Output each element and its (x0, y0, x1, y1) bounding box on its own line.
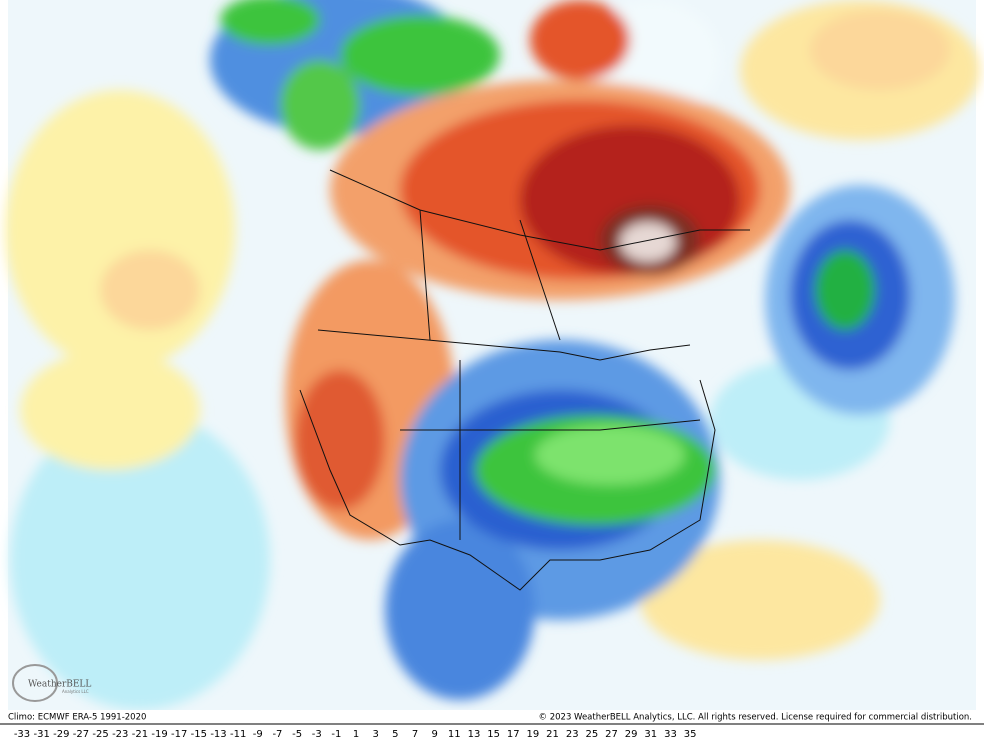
scale-label: -13 (210, 729, 226, 738)
anomaly-region (100, 250, 200, 330)
scale-label: -11 (230, 729, 246, 738)
scale-label: -21 (132, 729, 148, 738)
scale-label: -25 (92, 729, 108, 738)
anomaly-region (20, 350, 200, 470)
anomaly-region (535, 425, 685, 485)
scale-label: 17 (507, 729, 520, 738)
anomaly-region (640, 540, 880, 660)
anomaly-region (295, 370, 385, 510)
border-line (317, 329, 691, 361)
scale-label: -3 (312, 729, 322, 738)
scale-label: 9 (431, 729, 437, 738)
anomaly-region (10, 410, 270, 710)
anomaly-region (810, 10, 950, 90)
copyright: © 2023 WeatherBELL Analytics, LLC. All r… (539, 713, 972, 723)
anomaly-region (340, 15, 500, 95)
scale-label: -33 (14, 729, 30, 738)
scale-label: 7 (412, 729, 418, 738)
scale-label: 23 (566, 729, 579, 738)
anomaly-fields (5, 0, 980, 710)
scale-label: -19 (151, 729, 167, 738)
border-line (299, 379, 716, 591)
scale-label: -23 (112, 729, 128, 738)
logo: WeatherBELL Analytics LLC (12, 664, 91, 702)
border-line (400, 419, 701, 431)
scale-label: 27 (605, 729, 618, 738)
scale-label: 35 (684, 729, 697, 738)
anomaly-map (5, 0, 980, 710)
scale-label: -1 (331, 729, 341, 738)
scale-label: 29 (625, 729, 638, 738)
anomaly-region (280, 60, 360, 150)
anomaly-region (530, 0, 630, 80)
scale-label: -9 (253, 729, 263, 738)
border-line (419, 209, 431, 341)
scale-label: 5 (392, 729, 398, 738)
scale-label: 25 (585, 729, 598, 738)
logo-tagline: Analytics LLC (62, 689, 89, 694)
anomaly-region (220, 0, 320, 45)
logo-name: WeatherBELL (28, 680, 91, 690)
scale-label: -5 (292, 729, 302, 738)
scale-label: -27 (73, 729, 89, 738)
scale-label: -31 (33, 729, 49, 738)
scale-label: 1 (353, 729, 359, 738)
scale-label: 13 (468, 729, 481, 738)
scale-label: -29 (53, 729, 69, 738)
color-scale-labels: -33 -31 -29 -27 -25 -23 -21 -19 -17 -15 -13 -11 -9 -7… (14, 729, 697, 738)
boundaries (299, 169, 750, 591)
scale-label: -15 (191, 729, 207, 738)
climo-note: Climo: ECMWF ERA-5 1991-2020 (8, 713, 146, 723)
logo-mark (12, 664, 58, 702)
scale-label: 33 (664, 729, 677, 738)
border-line (329, 169, 750, 251)
anomaly-region (5, 90, 235, 370)
scale-label: 21 (546, 729, 559, 738)
scale-label: 31 (644, 729, 657, 738)
scale-label: 3 (373, 729, 379, 738)
anomaly-region (815, 250, 875, 330)
scale-label: -7 (272, 729, 282, 738)
scale-label: 19 (527, 729, 540, 738)
scale-label: 15 (487, 729, 500, 738)
scale-label: 11 (448, 729, 461, 738)
border-line (519, 219, 561, 341)
scale-label: -17 (171, 729, 187, 738)
anomaly-region (620, 222, 676, 262)
anomaly-region (385, 520, 535, 700)
